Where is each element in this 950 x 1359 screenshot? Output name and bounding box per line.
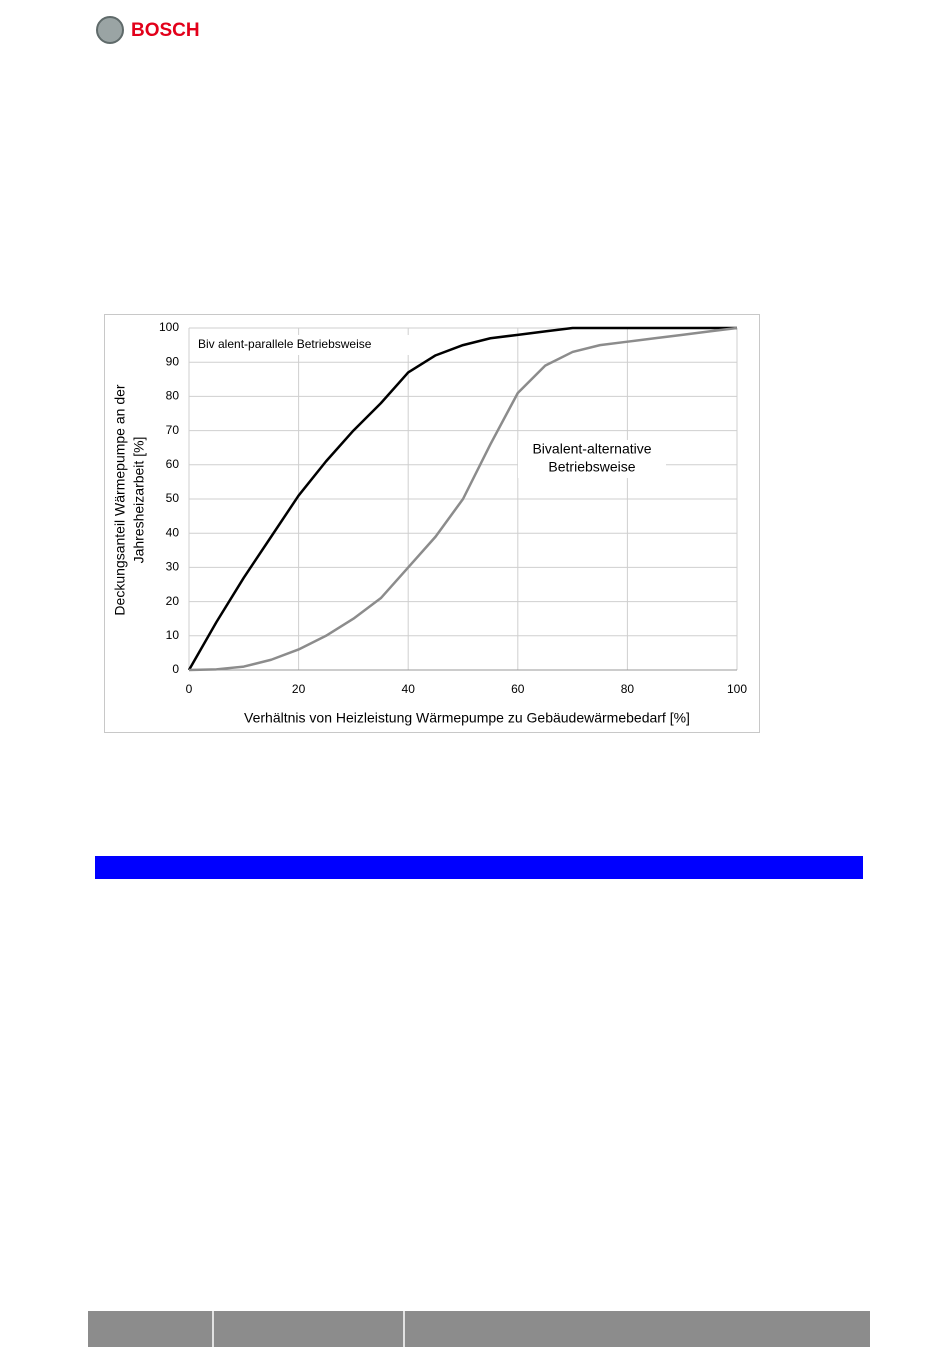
x-tick-label: 20 <box>292 682 306 696</box>
y-axis-label: Jahresheizarbeit [%] <box>131 437 147 564</box>
footer-bar <box>88 1311 870 1347</box>
logo-text: BOSCH <box>131 20 200 41</box>
y-tick-label: 70 <box>166 423 180 437</box>
y-tick-label: 20 <box>166 594 180 608</box>
x-tick-label: 60 <box>511 682 525 696</box>
x-tick-label: 40 <box>402 682 416 696</box>
x-tick-label: 0 <box>186 682 193 696</box>
y-tick-label: 80 <box>166 389 180 403</box>
y-tick-label: 40 <box>166 525 180 539</box>
y-axis-label: Deckungsanteil Wärmepumpe an der <box>112 384 128 615</box>
y-tick-label: 10 <box>166 628 180 642</box>
x-tick-label: 80 <box>621 682 635 696</box>
section-bar <box>95 856 863 879</box>
y-tick-label: 100 <box>159 320 179 334</box>
annotation-bg <box>518 440 666 478</box>
data-line <box>187 326 737 671</box>
y-tick-label: 60 <box>166 457 180 471</box>
data-line <box>188 326 738 672</box>
chart-frame <box>104 314 760 733</box>
x-axis-label: Verhältnis von Heizleistung Wärmepumpe z… <box>244 710 690 726</box>
x-tick-label: 100 <box>727 682 747 696</box>
y-tick-label: 90 <box>166 354 180 368</box>
y-tick-label: 0 <box>172 662 179 676</box>
annotation: Bivalent-alternative <box>532 441 651 457</box>
y-tick-label: 50 <box>166 491 180 505</box>
chart: 0 10 20 30 40 50 60 70 80 90 100 0 20 40 60 80 100 Deckun… <box>112 320 748 726</box>
annotation-bg <box>194 335 412 355</box>
logo-icon <box>96 16 124 44</box>
annotation: Betriebsweise <box>548 459 635 475</box>
annotation: Biv alent-parallele Betriebsweise <box>198 337 372 351</box>
y-tick-label: 30 <box>166 560 180 574</box>
